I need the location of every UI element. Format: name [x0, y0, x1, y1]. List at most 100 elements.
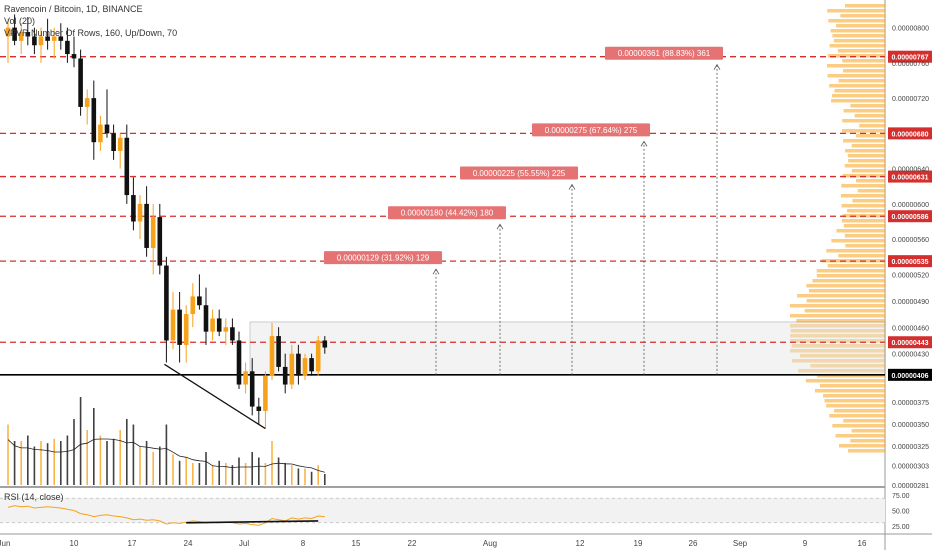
volume-profile-bar — [829, 84, 885, 88]
price-axis-label: 0.00000800 — [892, 26, 929, 33]
rsi-axis-label: 25.00 — [892, 524, 910, 531]
volume-profile-bar — [808, 289, 885, 293]
volume-profile-bar — [847, 154, 885, 158]
volume-bar — [297, 468, 300, 485]
candle-body — [71, 54, 77, 59]
candle-body — [256, 406, 262, 411]
time-axis-label: 15 — [352, 539, 361, 548]
volume-bar — [225, 463, 227, 485]
volume-bar — [106, 441, 108, 485]
volume-profile-bar — [844, 164, 885, 168]
price-axis-label: 0.00000281 — [892, 483, 929, 490]
candle-body — [263, 375, 268, 411]
volume-profile-bar — [830, 29, 885, 33]
volume-profile-bar — [834, 89, 885, 93]
volume-bar — [244, 463, 247, 485]
level-tag-label: 0.00000767 — [892, 55, 929, 62]
candle-body — [236, 340, 242, 385]
volume-legend: Vol (20) — [4, 16, 36, 26]
level-tag-label: 0.00000631 — [892, 175, 929, 182]
level-tag-bg — [888, 368, 932, 381]
volume-profile-bar — [797, 294, 885, 298]
level-tag-bg — [888, 50, 932, 63]
candle-body — [32, 36, 37, 46]
volume-bar — [178, 460, 181, 485]
price-axis-label: 0.00000600 — [892, 202, 929, 209]
price-axis-label: 0.00000640 — [892, 167, 929, 174]
volume-profile-bar — [842, 174, 885, 178]
price-axis-label: 0.00000460 — [892, 325, 929, 332]
time-axis-label: 8 — [301, 539, 306, 548]
level-tag-bg — [888, 210, 932, 223]
candle-body — [12, 27, 17, 41]
volume-bar — [192, 463, 194, 485]
volume-ma-line — [7, 438, 325, 473]
volume-bar — [172, 454, 174, 485]
candle-body — [223, 327, 229, 332]
candle-body — [137, 203, 143, 222]
volume-profile-bar — [836, 24, 885, 28]
volume-profile-bar — [829, 414, 885, 418]
volume-profile-bar — [824, 399, 885, 403]
volume-profile-bar — [843, 419, 885, 423]
volume-profile-bar — [790, 349, 885, 353]
volume-profile-bar — [826, 249, 885, 253]
volume-profile-bar — [827, 264, 885, 268]
level-tag-bg — [888, 170, 932, 183]
volume-profile-bar — [790, 324, 885, 328]
volume-profile-bar — [831, 94, 885, 98]
volume-profile-bar — [851, 169, 885, 173]
volume-profile-bar — [843, 139, 885, 143]
volume-profile-bar — [832, 34, 885, 38]
target-box-label: 0.00000361 (88.83%) 361 — [618, 49, 711, 58]
target-box-label: 0.00000275 (67.64%) 275 — [545, 126, 638, 135]
volume-profile-bar — [837, 49, 885, 53]
candle-body — [197, 296, 202, 306]
time-axis-label: Sep — [733, 539, 748, 548]
volume-profile-bar — [790, 314, 885, 318]
volume-profile-bar — [841, 184, 885, 188]
volume-bar — [324, 474, 326, 485]
volume-profile-bar — [833, 39, 885, 43]
target-box-label: 0.00000225 (55.55%) 225 — [473, 169, 566, 178]
volume-bar — [152, 452, 154, 485]
price-axis-label: 0.00000520 — [892, 272, 929, 279]
volume-profile-bar — [816, 269, 885, 273]
target-arrowhead — [432, 268, 440, 275]
candle-body — [25, 32, 31, 37]
price-axis-label: 0.00000350 — [892, 422, 929, 429]
target-box — [388, 206, 506, 220]
volume-bar — [317, 465, 319, 485]
volume-profile-bar — [829, 44, 885, 48]
volume-bar — [251, 452, 253, 485]
candle-body — [203, 305, 209, 332]
volume-bar — [211, 465, 214, 485]
volume-profile-bar — [842, 129, 885, 133]
time-axis-label: Jul — [239, 539, 249, 548]
volume-profile-bar — [832, 424, 885, 428]
level-tag-label: 0.00000535 — [892, 259, 929, 266]
level-tag-label: 0.00000680 — [892, 131, 929, 138]
trendline — [164, 363, 266, 430]
candle-body — [124, 137, 130, 196]
time-axis-label: 9 — [803, 539, 808, 548]
volume-bar — [86, 430, 88, 485]
volume-profile-bar — [806, 284, 885, 288]
candle-body — [276, 336, 281, 367]
volume-profile-bar — [847, 449, 885, 453]
candle-body — [282, 366, 288, 385]
volume-bar — [159, 446, 161, 485]
volume-bar — [277, 457, 280, 485]
volume-profile-bar — [847, 209, 885, 213]
level-tag-label: 0.00000586 — [892, 214, 929, 221]
candle-body — [296, 353, 301, 376]
candle-body — [243, 371, 248, 385]
volume-bar — [46, 443, 49, 485]
volume-bar — [132, 424, 135, 485]
time-axis-label: 19 — [634, 539, 643, 548]
time-axis-label: 10 — [70, 539, 79, 548]
range-box — [249, 321, 886, 376]
volume-bar — [126, 419, 128, 485]
volume-profile-bar — [842, 59, 885, 63]
